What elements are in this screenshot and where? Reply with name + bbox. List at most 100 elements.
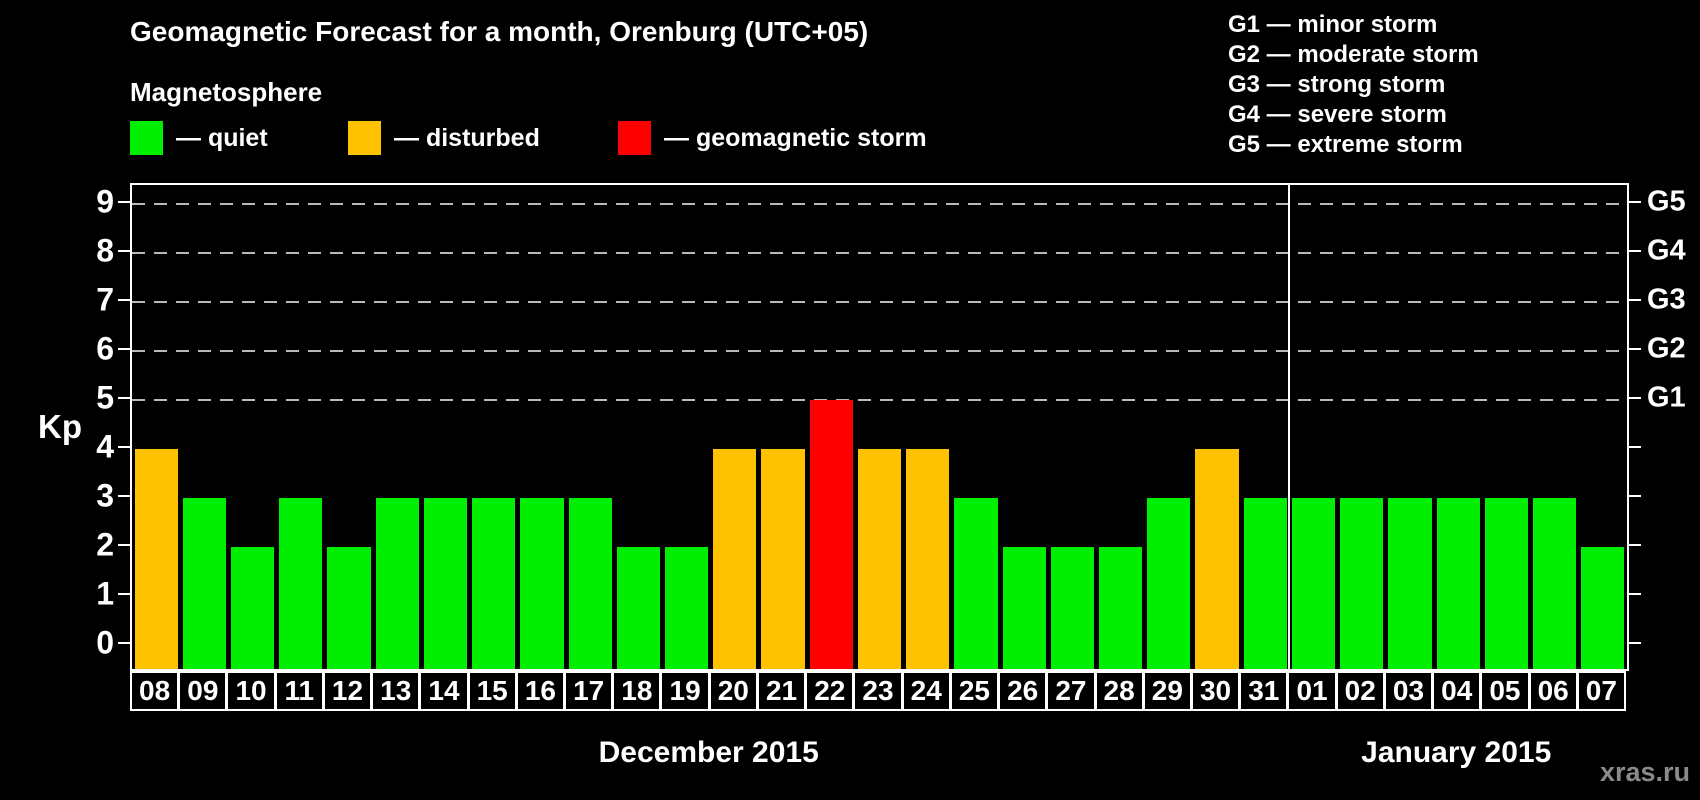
storm-color-swatch: [618, 121, 651, 155]
left-tick-6: [118, 348, 130, 350]
left-tick-0: [118, 642, 130, 644]
storm-scale-legend: G1 — minor storm G2 — moderate storm G3 …: [1228, 10, 1479, 160]
bar-day-19: [664, 547, 709, 669]
bar-day-29: [1147, 498, 1191, 669]
bar-day-27: [1050, 547, 1094, 669]
legend-item-quiet: — quiet: [130, 119, 268, 157]
date-label-18: 18: [612, 671, 662, 711]
bar-day-12: [327, 547, 371, 669]
y-tick-label-2: 2: [96, 526, 114, 563]
date-label-08: 08: [130, 671, 180, 711]
left-tick-1: [118, 593, 130, 595]
gridline-kp9: [132, 203, 1627, 205]
left-tick-8: [118, 250, 130, 252]
bar-day-26: [1002, 547, 1046, 669]
bar-day-11: [279, 498, 323, 669]
bar-day-06: [1533, 498, 1577, 669]
date-label-19: 19: [660, 671, 710, 711]
date-label-30: 30: [1190, 671, 1241, 711]
page-title: Geomagnetic Forecast for a month, Orenbu…: [130, 16, 869, 47]
date-label-20: 20: [708, 671, 758, 711]
date-label-13: 13: [371, 671, 421, 711]
date-label-17: 17: [564, 671, 614, 711]
right-tick-7: [1629, 299, 1641, 301]
left-tick-7: [118, 299, 130, 301]
date-label-11: 11: [274, 671, 324, 711]
right-tick-1: [1629, 593, 1641, 595]
legend-item-storm: — geomagnetic storm: [618, 119, 927, 157]
month-divider-line: [1288, 185, 1291, 669]
date-label-22: 22: [805, 671, 855, 711]
bar-day-05: [1484, 498, 1529, 669]
date-label-02: 02: [1335, 671, 1385, 711]
bar-day-21: [761, 449, 805, 669]
right-tick-2: [1629, 544, 1641, 546]
bar-day-17: [568, 498, 612, 669]
right-tick-4: [1629, 446, 1641, 448]
date-label-09: 09: [178, 671, 228, 711]
y-axis-title: Kp: [38, 408, 82, 445]
date-label-07: 07: [1576, 671, 1626, 711]
date-label-04: 04: [1432, 671, 1482, 711]
bar-day-25: [954, 498, 998, 669]
left-tick-3: [118, 495, 130, 497]
g4-legend-line: G4 — severe storm: [1228, 101, 1447, 128]
date-label-05: 05: [1480, 671, 1530, 711]
bar-day-10: [230, 547, 275, 669]
bar-day-28: [1099, 547, 1143, 669]
g2-legend-line: G2 — moderate storm: [1228, 41, 1479, 68]
legend-label-disturbed: — disturbed: [394, 123, 540, 152]
date-label-21: 21: [756, 671, 807, 711]
bar-day-24: [906, 449, 950, 669]
right-tick-9: [1629, 201, 1641, 203]
date-label-10: 10: [226, 671, 276, 711]
right-tick-6: [1629, 348, 1641, 350]
date-label-31: 31: [1239, 671, 1289, 711]
right-axis-label-g2: G2: [1647, 332, 1686, 365]
legend-label-quiet: — quiet: [176, 123, 268, 152]
date-label-12: 12: [322, 671, 373, 711]
right-tick-8: [1629, 250, 1641, 252]
bar-day-30: [1195, 449, 1239, 669]
bar-day-03: [1388, 498, 1432, 669]
left-tick-4: [118, 446, 130, 448]
g1-legend-line: G1 — minor storm: [1228, 11, 1438, 38]
right-tick-5: [1629, 397, 1641, 399]
bar-day-02: [1340, 498, 1384, 669]
date-label-06: 06: [1528, 671, 1578, 711]
y-tick-label-7: 7: [96, 281, 114, 318]
gridline-kp7: [132, 301, 1627, 303]
right-axis-label-g5: G5: [1647, 185, 1686, 218]
bar-day-23: [857, 449, 902, 669]
bar-day-07: [1581, 547, 1625, 669]
date-label-26: 26: [998, 671, 1048, 711]
right-axis-label-g1: G1: [1647, 381, 1686, 414]
gridline-kp5: [132, 399, 1627, 401]
y-tick-label-3: 3: [96, 477, 114, 514]
g3-legend-line: G3 — strong storm: [1228, 71, 1446, 98]
date-label-24: 24: [901, 671, 951, 711]
bar-day-13: [375, 498, 419, 669]
date-label-27: 27: [1046, 671, 1096, 711]
date-label-01: 01: [1287, 671, 1337, 711]
bar-day-15: [472, 498, 516, 669]
bar-day-08: [134, 449, 178, 669]
magnetosphere-label: Magnetosphere: [130, 77, 323, 107]
date-label-14: 14: [419, 671, 469, 711]
quiet-color-swatch: [130, 121, 163, 155]
bar-day-09: [182, 498, 226, 669]
left-tick-5: [118, 397, 130, 399]
y-tick-label-8: 8: [96, 232, 114, 269]
plot-area: [130, 183, 1629, 671]
y-tick-label-1: 1: [96, 575, 114, 612]
month-label-december: December 2015: [598, 736, 819, 769]
date-label-25: 25: [949, 671, 1000, 711]
y-tick-label-6: 6: [96, 330, 114, 367]
right-axis-label-g4: G4: [1647, 234, 1686, 267]
date-label-29: 29: [1142, 671, 1192, 711]
left-tick-2: [118, 544, 130, 546]
bar-day-04: [1436, 498, 1480, 669]
bar-day-20: [713, 449, 757, 669]
y-tick-label-9: 9: [96, 183, 114, 220]
